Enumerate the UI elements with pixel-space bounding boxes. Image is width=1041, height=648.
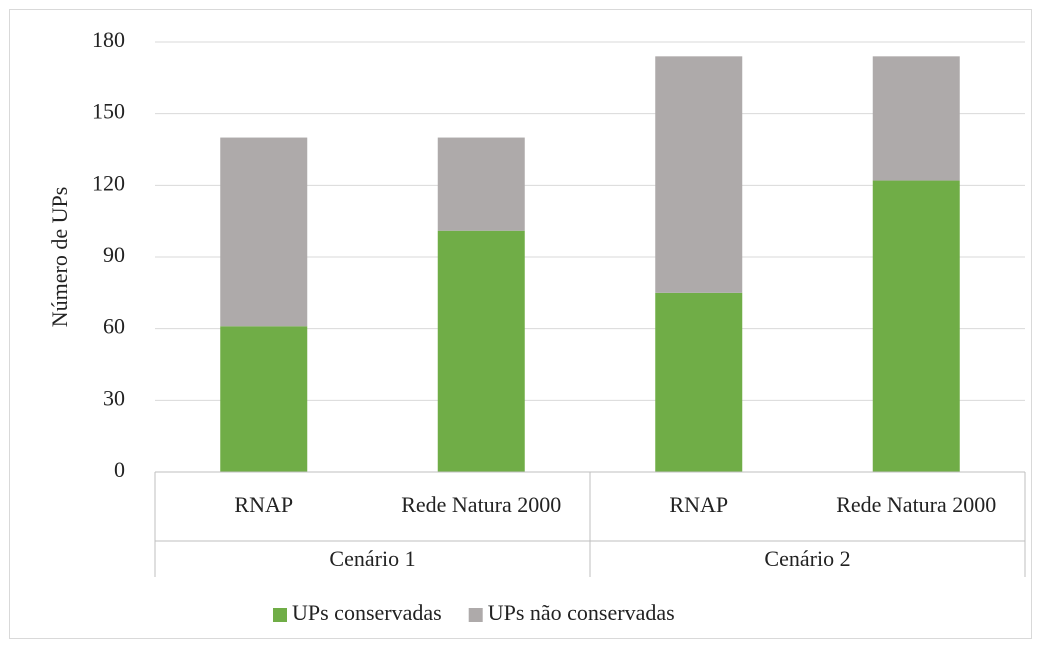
bar-segment [655, 56, 743, 293]
x-tick-label: RNAP [234, 492, 293, 517]
y-tick-label: 30 [103, 385, 125, 410]
y-axis-title: Número de UPs [47, 187, 72, 328]
y-tick-label: 180 [92, 27, 125, 52]
x-tick-label: RNAP [669, 492, 728, 517]
y-tick-label: 120 [92, 170, 125, 195]
bar-segment [220, 137, 308, 327]
bar-segment [220, 326, 308, 472]
legend-label: UPs não conservadas [488, 600, 675, 625]
bar-segment [437, 230, 525, 472]
legend-swatch [273, 608, 287, 622]
y-tick-label: 150 [92, 99, 125, 124]
x-tick-label: Rede Natura 2000 [401, 492, 561, 517]
group-label: Cenário 1 [329, 546, 415, 571]
y-tick-label: 0 [114, 457, 125, 482]
bar-segment [872, 180, 960, 473]
group-label: Cenário 2 [764, 546, 850, 571]
x-tick-label: Rede Natura 2000 [836, 492, 996, 517]
bar-segment [437, 137, 525, 231]
y-tick-label: 60 [103, 314, 125, 339]
bar-segment [655, 292, 743, 472]
bar-segment [872, 56, 960, 181]
legend-swatch [468, 608, 483, 622]
y-tick-label: 90 [103, 242, 125, 267]
legend-label: UPs conservadas [292, 600, 442, 625]
